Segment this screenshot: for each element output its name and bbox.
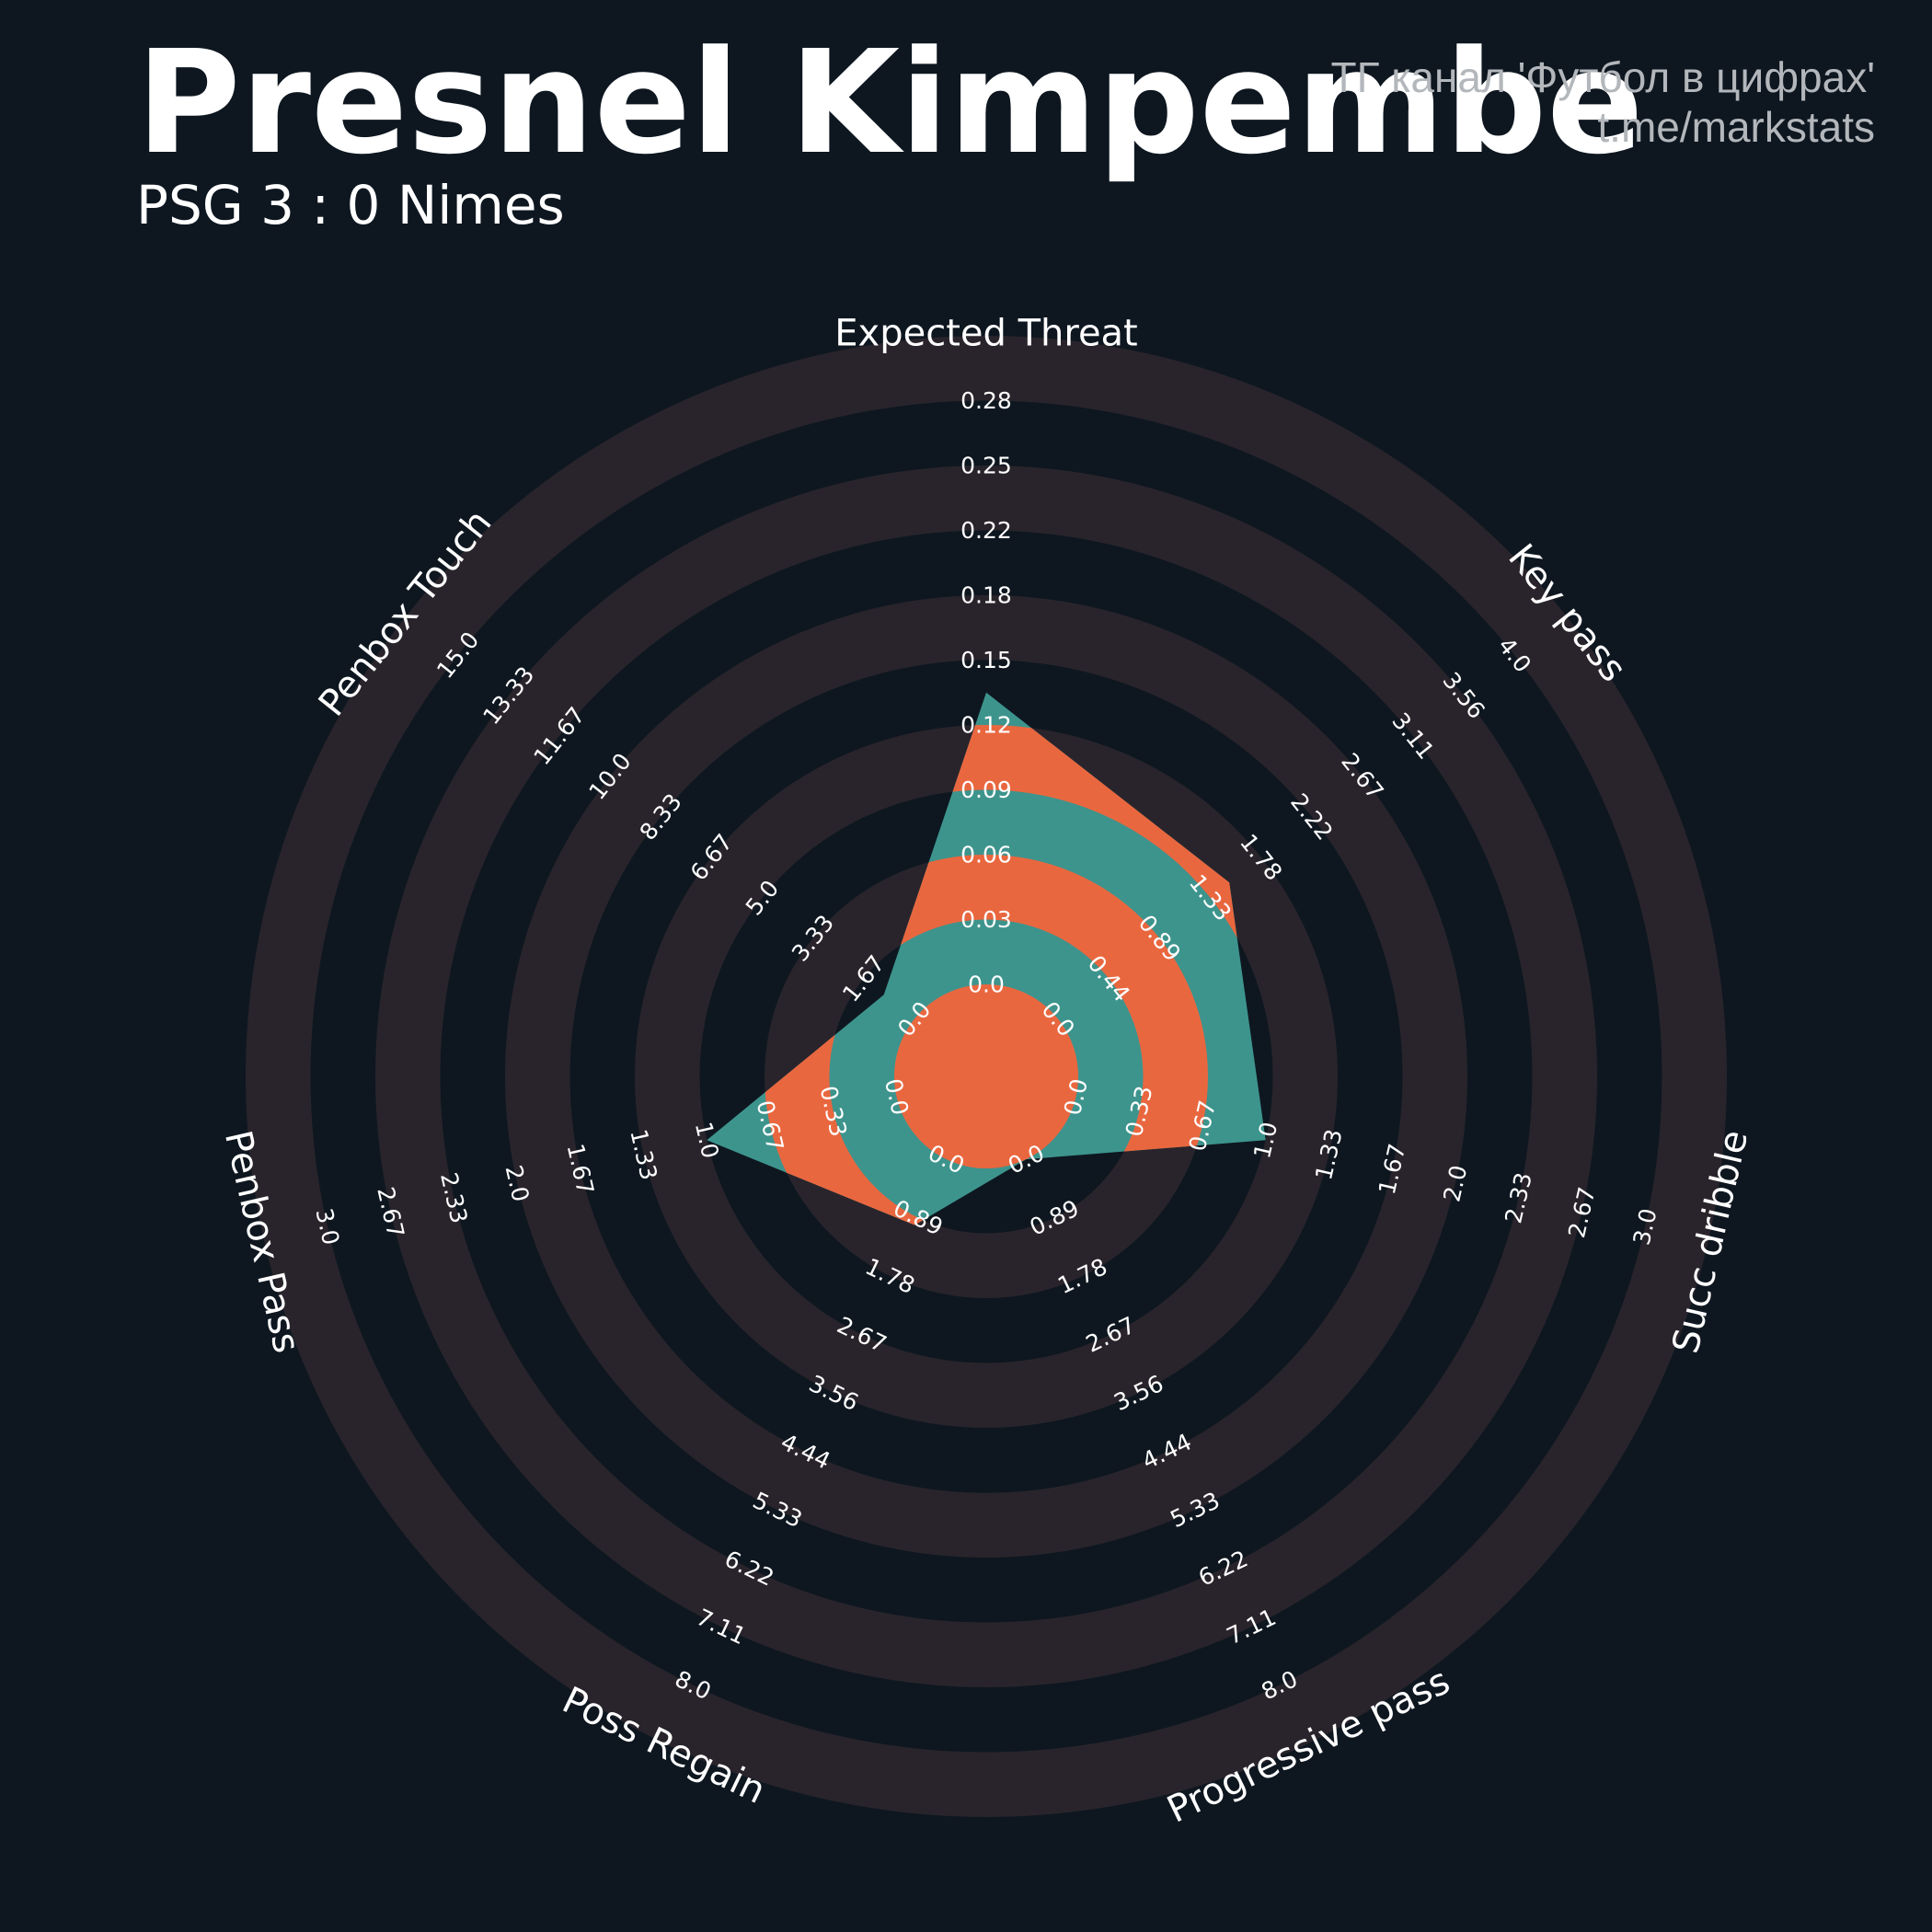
tick-label: 0.18 <box>960 582 1012 609</box>
tick-label: 0.06 <box>960 842 1012 868</box>
tick-label: 0.09 <box>960 776 1012 803</box>
tick-label: 0.15 <box>960 647 1012 673</box>
tick-label: 0.12 <box>960 712 1012 739</box>
page-title: Presnel Kimpembe <box>136 19 1643 186</box>
tick-label: 0.25 <box>960 453 1012 479</box>
tick-label: 0.28 <box>960 387 1012 414</box>
credit-channel: ТГ канал 'Футбол в цифрах' <box>1330 53 1875 101</box>
tick-label: 0.03 <box>960 906 1012 933</box>
credit-link: t.me/markstats <box>1597 103 1875 151</box>
shape-center <box>894 984 1078 1168</box>
axis-label: Expected Threat <box>834 313 1138 355</box>
tick-label: 0.22 <box>960 517 1012 544</box>
page-subtitle: PSG 3 : 0 Nimes <box>136 174 565 236</box>
tick-label: 0.0 <box>968 972 1005 998</box>
